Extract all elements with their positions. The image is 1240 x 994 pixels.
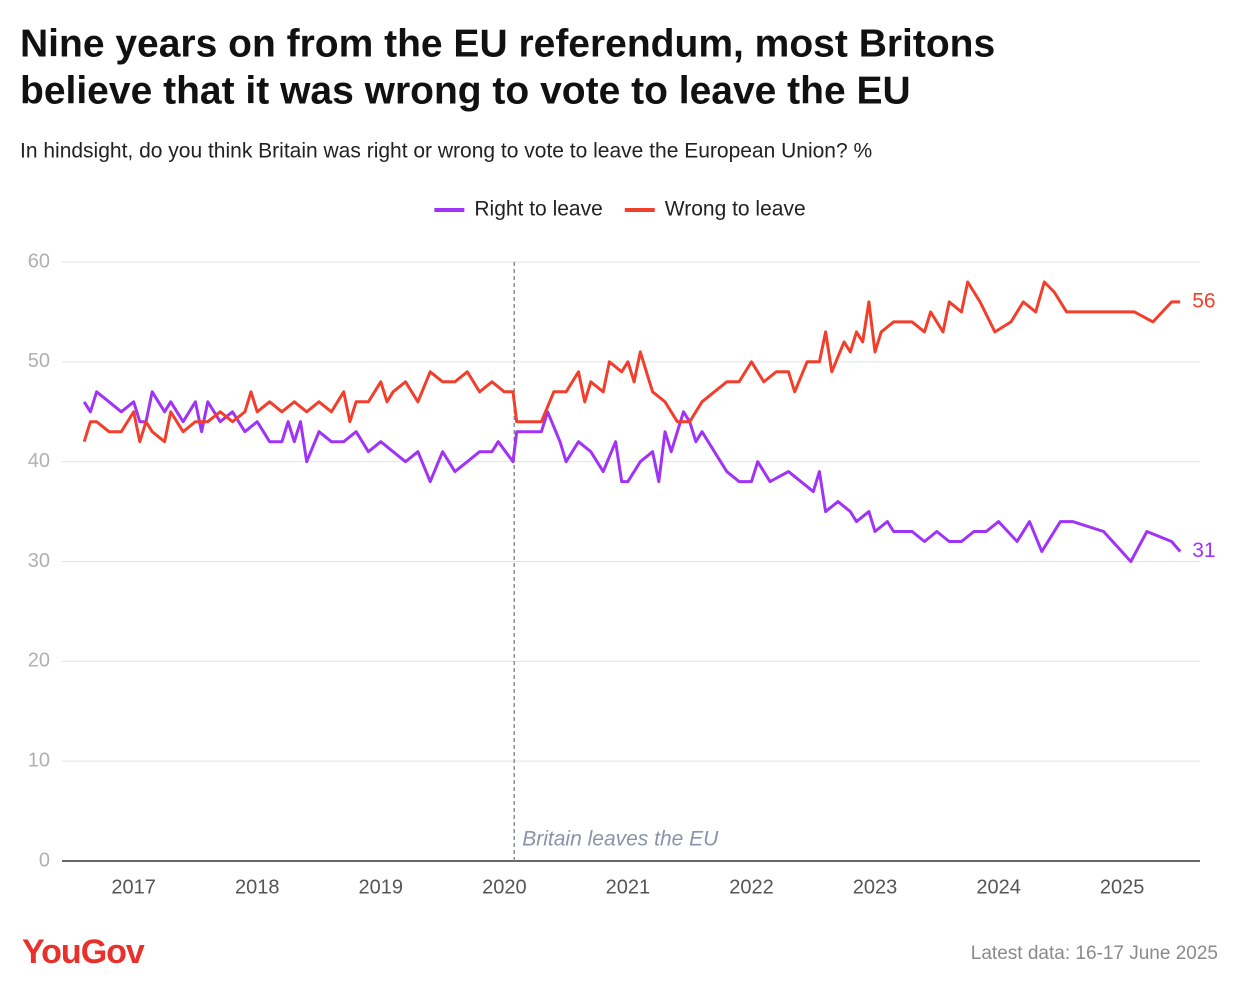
y-tick-label: 10 xyxy=(28,749,50,771)
x-tick-label: 2018 xyxy=(235,876,280,898)
x-tick-label: 2020 xyxy=(482,876,527,898)
x-tick-label: 2024 xyxy=(976,876,1021,898)
data-line xyxy=(82,390,1182,563)
x-tick-label: 2023 xyxy=(853,876,898,898)
end-label: 31 xyxy=(1192,539,1215,562)
logo: YouGov xyxy=(22,933,145,971)
data-line xyxy=(82,280,1181,444)
x-tick-label: 2019 xyxy=(359,876,404,898)
end-label: 56 xyxy=(1192,289,1215,312)
y-tick-label: 30 xyxy=(28,550,50,572)
y-tick-label: 50 xyxy=(28,350,50,372)
x-tick-label: 2017 xyxy=(111,876,156,898)
annotation-text: Britain leaves the EU xyxy=(522,828,719,851)
chart-title: Nine years on from the EU referendum, mo… xyxy=(20,22,995,65)
source-note: Latest data: 16-17 June 2025 xyxy=(971,943,1218,964)
chart-subtitle: In hindsight, do you think Britain was r… xyxy=(20,140,872,163)
y-tick-label: 0 xyxy=(39,849,50,871)
x-tick-label: 2021 xyxy=(606,876,651,898)
y-tick-label: 60 xyxy=(28,250,50,272)
x-tick-label: 2025 xyxy=(1100,876,1145,898)
legend-label: Right to leave xyxy=(474,198,602,221)
x-tick-label: 2022 xyxy=(729,876,774,898)
y-tick-label: 40 xyxy=(28,450,50,472)
legend-label: Wrong to leave xyxy=(665,198,806,221)
chart-title: believe that it was wrong to vote to lea… xyxy=(20,69,911,112)
y-tick-label: 20 xyxy=(28,650,50,672)
